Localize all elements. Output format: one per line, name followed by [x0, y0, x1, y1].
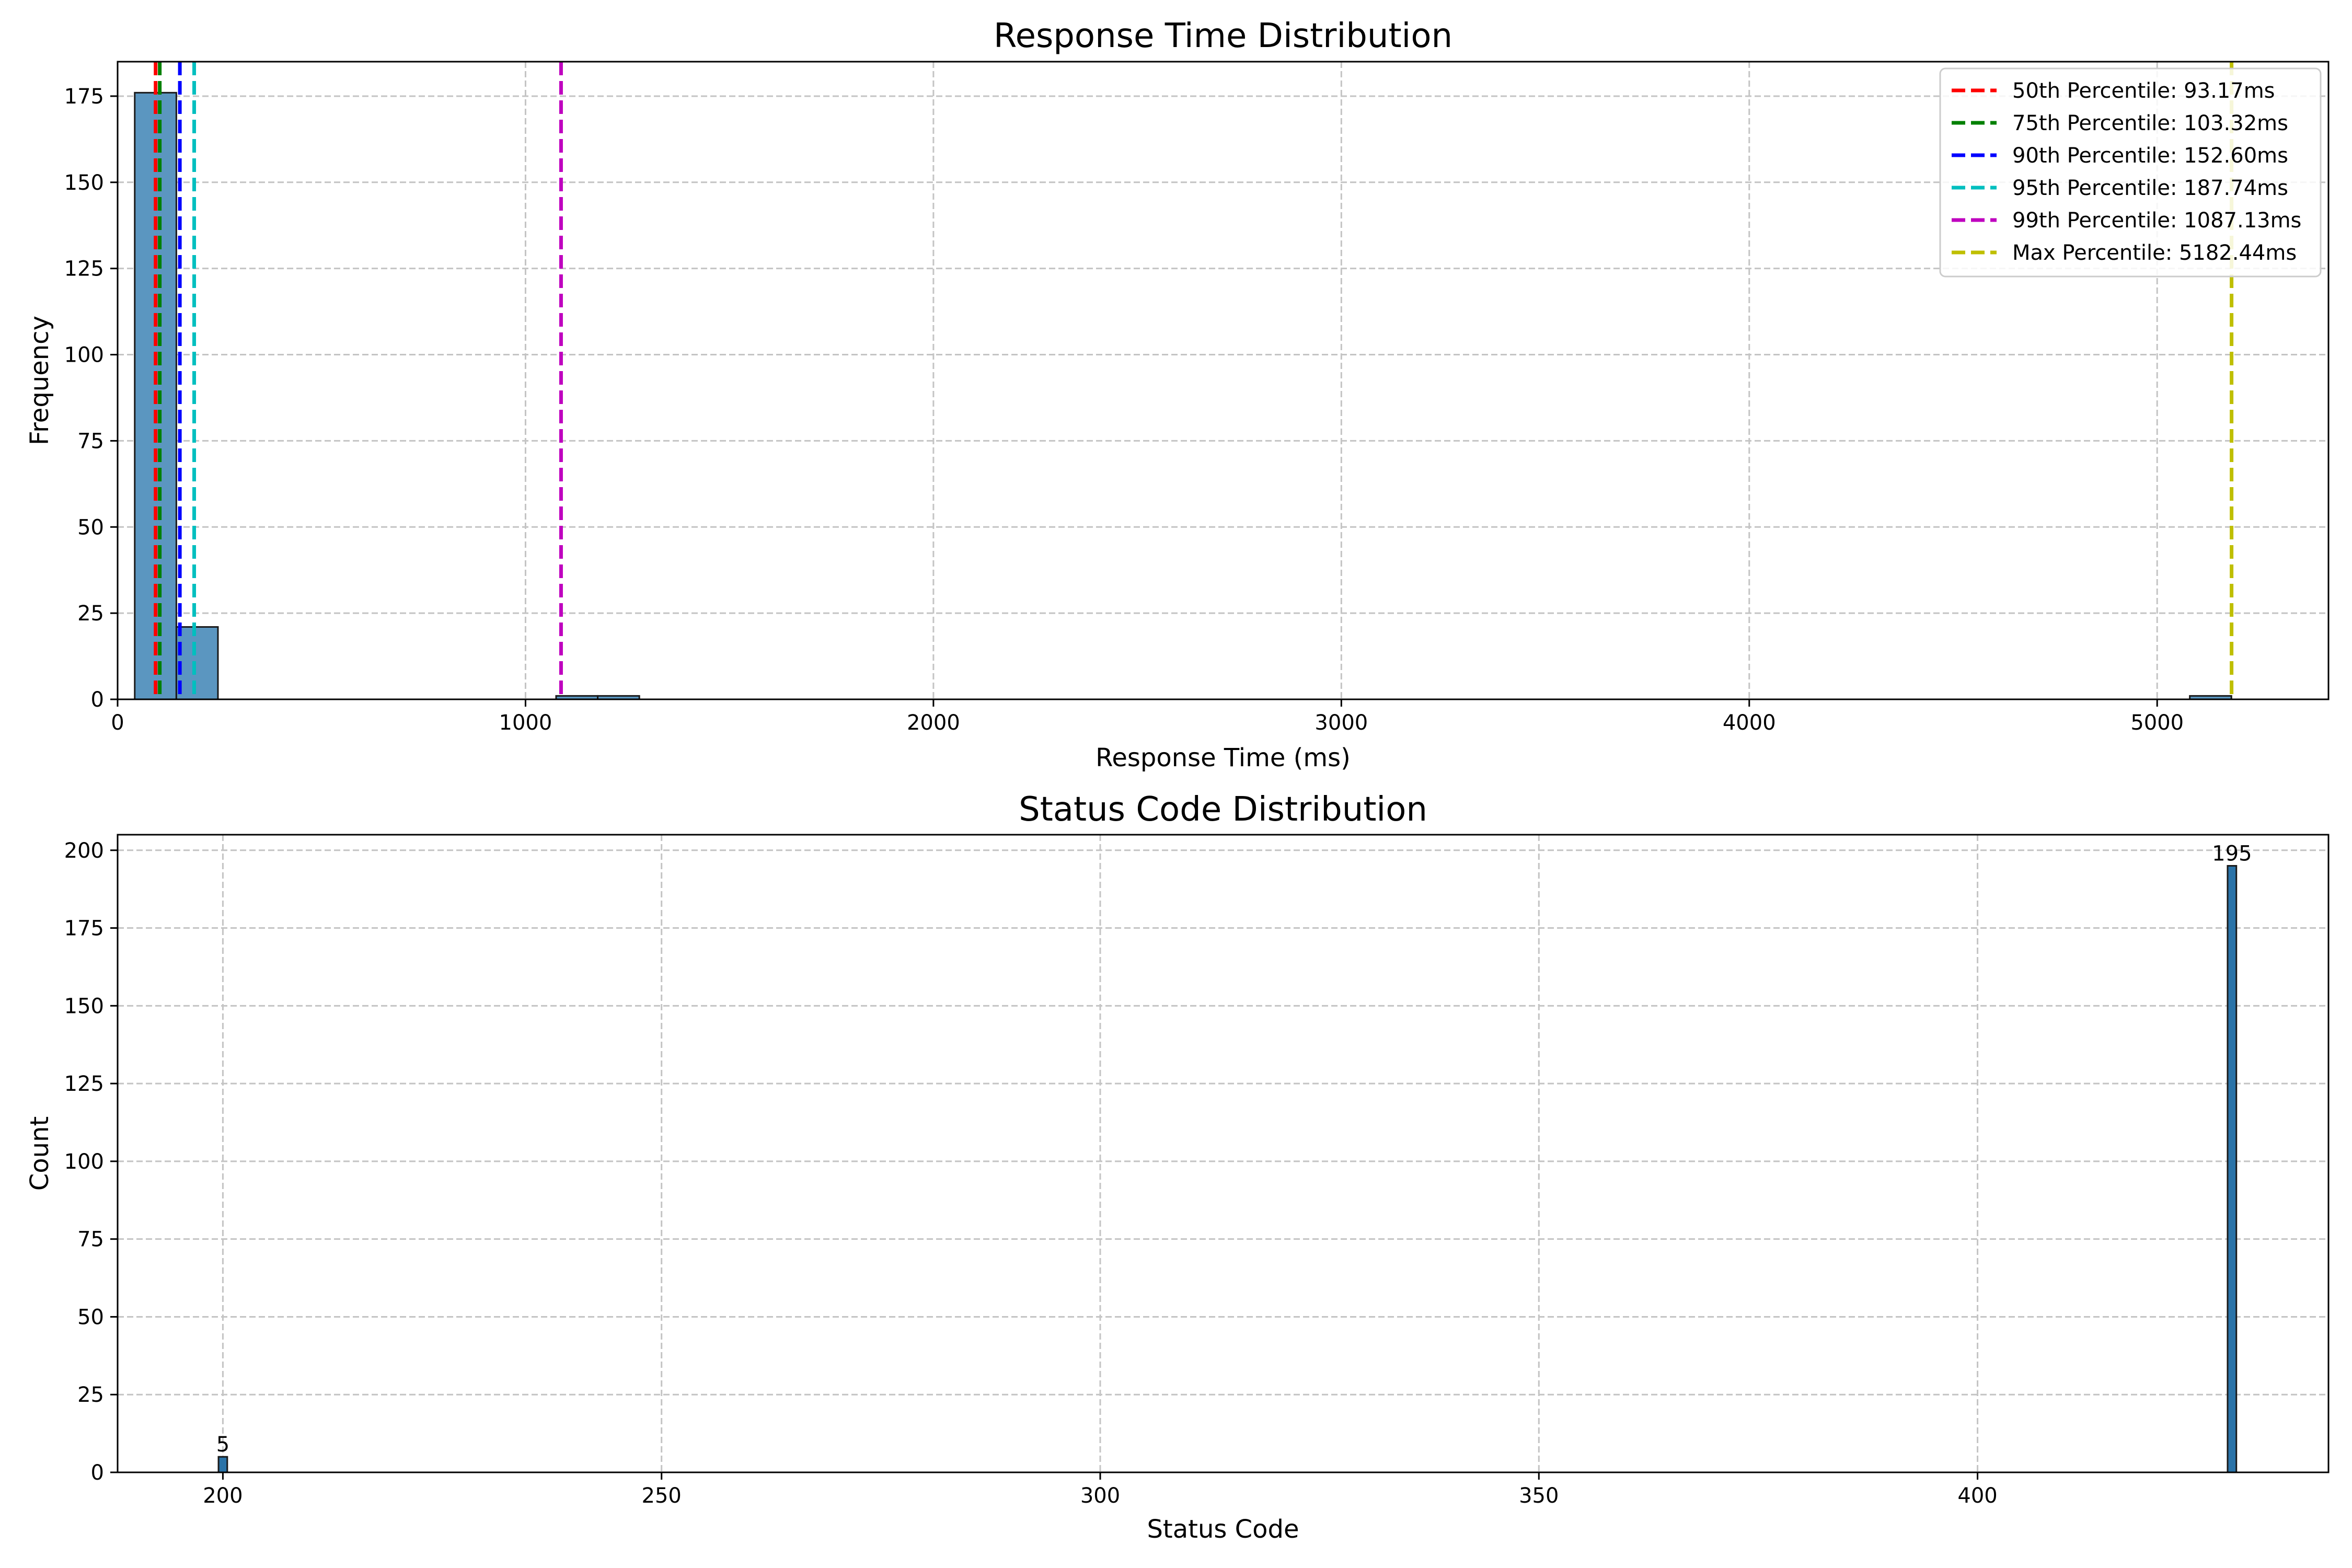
response-time-x-tick-label: 2000 — [907, 711, 960, 735]
response-time-x-tick-label: 4000 — [1723, 711, 1776, 735]
status-code-x-label: Status Code — [1147, 1515, 1299, 1544]
response-time-y-tick-label: 50 — [77, 515, 104, 539]
status-code-y-tick-label: 25 — [77, 1383, 104, 1407]
response-time-y-label: Frequency — [25, 316, 54, 445]
status-code-x-ticks: 200 250 300 350 400 — [203, 1472, 1998, 1508]
legend-entry: 99th Percentile: 1087.13ms — [2012, 209, 2301, 233]
legend-entry: 90th Percentile: 152.60ms — [2012, 144, 2288, 168]
response-time-x-tick-label: 3000 — [1315, 711, 1368, 735]
status-code-y-ticks: 0 25 50 75 100 125 150 175 200 — [64, 839, 118, 1485]
status-code-x-tick-label: 200 — [203, 1484, 243, 1508]
status-code-y-label: Count — [25, 1116, 54, 1191]
response-time-y-tick-label: 75 — [77, 429, 104, 453]
status-code-x-tick-label: 250 — [642, 1484, 682, 1508]
response-time-x-tick-label: 5000 — [2130, 711, 2184, 735]
response-time-bars — [134, 91, 2232, 700]
response-time-y-tick-label: 175 — [64, 85, 104, 109]
status-code-x-tick-label: 300 — [1080, 1484, 1120, 1508]
legend-entry: 50th Percentile: 93.17ms — [2012, 79, 2275, 103]
response-time-chart: Response Time Distribution 0 1000 2000 3000… — [25, 17, 2330, 773]
status-code-y-tick-label: 200 — [64, 839, 104, 863]
status-code-bar — [2227, 865, 2238, 1473]
response-time-y-ticks: 0 25 50 75 100 125 150 175 — [64, 85, 118, 712]
percentile-legend: 50th Percentile: 93.17ms 75th Percentile:… — [1939, 67, 2322, 278]
response-time-x-tick-label: 0 — [111, 711, 124, 735]
response-time-x-ticks: 0 1000 2000 3000 4000 5000 — [111, 699, 2184, 735]
response-time-title: Response Time Distribution — [994, 17, 1452, 55]
status-code-y-tick-label: 75 — [77, 1228, 104, 1252]
legend-entry: Max Percentile: 5182.44ms — [2012, 241, 2297, 265]
status-code-bar-label: 195 — [2212, 842, 2252, 866]
response-time-plot-frame — [117, 61, 2330, 700]
status-code-x-tick-label: 350 — [1519, 1484, 1559, 1508]
legend-entry: 75th Percentile: 103.32ms — [2012, 111, 2288, 135]
histogram-bar — [175, 626, 219, 700]
response-time-y-tick-label: 125 — [64, 257, 104, 281]
status-code-y-tick-label: 0 — [91, 1461, 104, 1485]
status-code-y-tick-label: 100 — [64, 1150, 104, 1174]
status-code-y-tick-label: 175 — [64, 917, 104, 941]
response-time-x-label: Response Time (ms) — [1096, 743, 1351, 773]
status-code-y-tick-label: 125 — [64, 1072, 104, 1096]
status-code-y-tick-label: 50 — [77, 1305, 104, 1329]
status-code-title: Status Code Distribution — [1019, 790, 1427, 829]
legend-entry: 95th Percentile: 187.74ms — [2012, 176, 2288, 200]
response-time-x-tick-label: 1000 — [499, 711, 552, 735]
response-time-y-tick-label: 150 — [64, 171, 104, 195]
status-code-bar — [217, 1456, 228, 1473]
status-code-bars: 5 195 — [216, 842, 2252, 1473]
response-time-y-tick-label: 25 — [77, 602, 104, 626]
status-code-y-tick-label: 150 — [64, 994, 104, 1018]
response-time-y-tick-label: 100 — [64, 343, 104, 367]
status-code-grid — [118, 835, 2328, 1473]
response-time-y-tick-label: 0 — [91, 688, 104, 712]
status-code-plot-frame — [117, 834, 2330, 1473]
percentile-lines — [154, 62, 2234, 699]
status-code-x-tick-label: 400 — [1957, 1484, 1997, 1508]
status-code-bar-label: 5 — [216, 1433, 229, 1457]
legend-box — [1939, 67, 2322, 278]
